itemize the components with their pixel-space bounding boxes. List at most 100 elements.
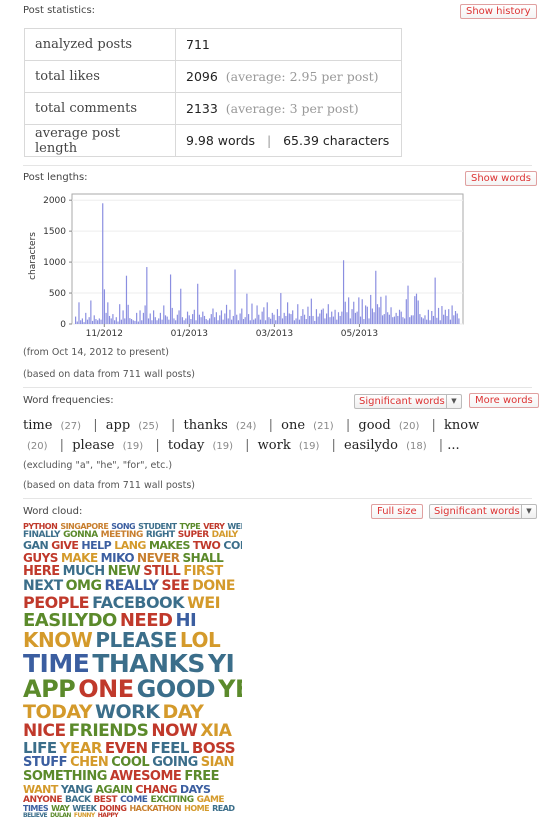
stat-average: (average: 2.95 per post): [225, 69, 379, 84]
divider: [23, 387, 532, 388]
cloud-word: STUDENT: [138, 523, 177, 531]
bar: [317, 316, 319, 324]
cloud-word: OMG: [65, 578, 102, 594]
cloud-word: AGAIN: [95, 783, 133, 796]
post-statistics-table: analyzed posts 711 total likes 2096 (ave…: [24, 28, 402, 157]
cloud-word: DAYS: [179, 783, 211, 796]
bar: [351, 309, 353, 324]
cloud-word: LANG: [114, 539, 146, 552]
bar: [234, 269, 236, 324]
significant-words-select[interactable]: Significant words ▼: [354, 394, 462, 409]
cloud-row: HERE MUCH NEW STILL FIRST: [23, 565, 242, 579]
cloud-row: STUFF CHEN COOL GOING SIAN: [23, 756, 242, 770]
cloud-row: LIFE YEAR EVEN FEEL BOSS: [23, 740, 242, 756]
bar: [402, 317, 404, 324]
bar: [414, 296, 416, 324]
bar: [200, 317, 202, 324]
bar: [329, 317, 331, 324]
cloud-word: GOING: [152, 755, 198, 770]
bar: [159, 312, 161, 324]
stat-number: 2096: [186, 69, 218, 84]
cloud-word: DULAN: [50, 812, 71, 819]
bar: [419, 314, 421, 324]
post-lengths-title: Post lengths:: [23, 172, 88, 183]
cloud-word: NEED: [119, 610, 173, 631]
bar: [326, 313, 328, 324]
cloud-row: TODAY WORK DAY: [23, 702, 242, 722]
bar: [404, 318, 406, 324]
bar: [412, 315, 414, 324]
bar: [229, 309, 231, 324]
frequency-count: (21): [313, 421, 334, 432]
cloud-word: NEXT: [23, 578, 63, 594]
bar: [314, 320, 316, 324]
bar: [395, 312, 397, 324]
bar: [76, 321, 78, 324]
bar: [280, 293, 282, 324]
bar: [98, 318, 100, 324]
bar: [334, 309, 336, 324]
cloud-row: PYTHONSINGAPORESONGSTUDENTTYPEVERYWELL: [23, 523, 242, 531]
cloud-word: SONG: [111, 523, 136, 531]
cloud-word: HI: [175, 610, 197, 631]
cloud-word: HACKATHON: [129, 804, 182, 813]
based-on-note: (based on data from 711 wall posts): [23, 480, 196, 491]
cloud-row: WANT YANG AGAIN CHANG DAYS: [23, 784, 242, 796]
bar: [100, 319, 102, 324]
bar: [371, 308, 373, 324]
bar: [375, 270, 377, 324]
cloud-row: KNOW PLEASE LOL: [23, 630, 242, 651]
bar: [287, 302, 289, 324]
bar: [214, 317, 216, 324]
cloud-word: CODE: [223, 539, 242, 552]
bar: [422, 318, 424, 324]
bar: [137, 321, 139, 324]
cloud-word: STUFF: [23, 755, 68, 770]
cloud-word: GONNA: [63, 530, 98, 540]
bar: [342, 260, 345, 324]
bar: [275, 320, 277, 324]
bar: [142, 312, 145, 324]
bar: [232, 315, 234, 324]
bar: [124, 318, 126, 324]
bar: [147, 318, 150, 324]
y-tick-label: 500: [49, 289, 66, 299]
cloud-word: ANYONE: [23, 795, 63, 805]
show-words-button[interactable]: Show words: [465, 171, 537, 186]
frequency-count: (18): [406, 441, 427, 452]
bar: [210, 314, 212, 324]
cloud-significant-words-select[interactable]: Significant words ▼: [429, 504, 537, 519]
show-history-button[interactable]: Show history: [460, 4, 537, 19]
bar: [424, 315, 426, 324]
cloud-row: ANYONE BACK BEST COME EXCITING GAME: [23, 796, 242, 805]
bar: [231, 319, 233, 324]
cloud-word: SHALL: [182, 551, 224, 565]
frequency-count: (27): [60, 421, 82, 432]
bar: [309, 315, 311, 324]
bar: [91, 320, 94, 324]
bar: [85, 312, 87, 324]
bar: [348, 297, 350, 324]
cloud-word: ONE: [78, 675, 134, 703]
bar: [258, 314, 260, 324]
cloud-word: DAILY: [211, 530, 239, 540]
bar: [431, 311, 433, 324]
cloud-word: BOSS: [191, 739, 236, 757]
bar: [454, 311, 457, 324]
bar: [251, 303, 253, 324]
bar: [225, 304, 228, 324]
bar: [410, 315, 413, 324]
more-words-button[interactable]: More words: [469, 393, 539, 408]
separator: |: [331, 438, 336, 453]
bar: [139, 310, 141, 324]
cloud-word: MEETING: [100, 530, 144, 540]
select-value: Significant words: [359, 396, 445, 407]
cloud-word: EXCITING: [150, 795, 194, 805]
cloud-word: BACK: [65, 795, 91, 805]
frequency-word: app: [105, 418, 131, 433]
cloud-row: FINALLY GONNA MEETING RIGHT SUPER DAILY: [23, 531, 242, 540]
full-size-button[interactable]: Full size: [371, 504, 423, 519]
chevron-down-icon: ▼: [521, 505, 536, 518]
separator: |: [155, 438, 160, 453]
cloud-word: WORK: [95, 701, 160, 723]
